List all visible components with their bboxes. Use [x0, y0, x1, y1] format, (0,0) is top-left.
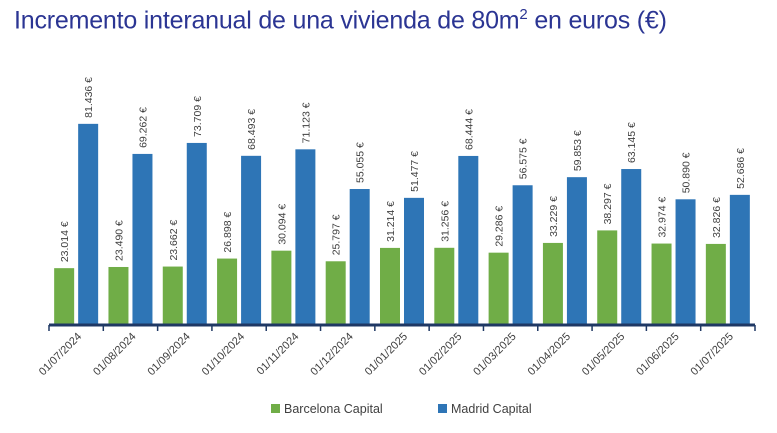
bar-madrid — [512, 185, 533, 325]
bar-madrid — [295, 149, 316, 325]
x-tick-label: 01/11/2024 — [255, 331, 302, 378]
bar-barcelona — [217, 258, 238, 325]
bar-barcelona — [542, 242, 563, 325]
bar-barcelona — [271, 250, 292, 325]
data-label: 30.094 € — [276, 204, 288, 245]
bar-barcelona — [434, 247, 455, 325]
x-tick-label: 01/10/2024 — [200, 331, 247, 378]
bar-madrid — [241, 155, 262, 325]
legend-swatch-madrid — [438, 404, 447, 413]
legend-swatch-barcelona — [271, 404, 280, 413]
bar-madrid — [458, 155, 479, 325]
legend-label-barcelona: Barcelona Capital — [284, 402, 383, 416]
data-label: 71.123 € — [300, 102, 312, 143]
data-label: 81.436 € — [83, 77, 95, 118]
bar-barcelona — [162, 266, 183, 325]
x-tick-label: 01/08/2024 — [91, 331, 138, 378]
bar-madrid — [566, 177, 587, 325]
x-tick-label: 01/07/2024 — [37, 331, 84, 378]
x-tick-label: 01/03/2025 — [471, 331, 518, 378]
data-label: 56.575 € — [518, 138, 530, 179]
data-label: 52.686 € — [735, 148, 747, 189]
data-label: 69.262 € — [137, 107, 149, 148]
data-label: 38.297 € — [602, 183, 614, 224]
data-label: 32.974 € — [657, 197, 669, 238]
bar-barcelona — [488, 252, 509, 325]
bar-madrid — [132, 153, 153, 325]
x-tick-label: 01/09/2024 — [145, 331, 192, 378]
legend-label-madrid: Madrid Capital — [451, 402, 532, 416]
data-label: 59.853 € — [572, 130, 584, 171]
bar-barcelona — [705, 243, 726, 325]
data-label: 23.014 € — [59, 221, 71, 262]
data-label: 23.490 € — [113, 220, 125, 261]
bar-madrid — [675, 199, 696, 325]
bar-barcelona — [380, 247, 400, 325]
x-tick-label: 01/07/2025 — [689, 331, 736, 378]
bar-barcelona — [597, 230, 618, 325]
bar-barcelona — [54, 268, 75, 325]
x-tick-label: 01/01/2025 — [363, 331, 410, 378]
data-label: 23.662 € — [168, 220, 180, 261]
x-tick-label: 01/06/2025 — [634, 331, 681, 378]
data-label: 68.493 € — [246, 109, 258, 150]
data-label: 55.055 € — [355, 142, 367, 183]
data-label: 51.477 € — [409, 151, 421, 192]
data-label: 50.890 € — [681, 152, 693, 193]
bar-madrid — [78, 123, 99, 325]
data-label: 25.797 € — [331, 214, 343, 255]
data-label: 29.286 € — [494, 206, 506, 247]
chart-title: Incremento interanual de una vivienda de… — [14, 6, 667, 35]
x-tick-label: 01/05/2025 — [580, 331, 627, 378]
data-label: 68.444 € — [463, 109, 475, 150]
data-label: 63.145 € — [626, 122, 638, 163]
chart-title-superscript: 2 — [519, 6, 528, 23]
chart-title-text: Incremento interanual de una vivienda de… — [14, 6, 520, 35]
data-label: 26.898 € — [222, 212, 234, 253]
x-tick-label: 01/12/2024 — [308, 331, 355, 378]
bar-madrid — [404, 197, 424, 325]
bar-barcelona — [651, 243, 672, 325]
bar-madrid — [349, 189, 370, 325]
chart-title-tail: en euros (€) — [527, 6, 667, 35]
x-tick-label: 01/04/2025 — [526, 331, 573, 378]
bar-madrid — [621, 169, 642, 325]
bar-madrid — [186, 142, 207, 325]
data-label: 31.256 € — [439, 201, 451, 242]
data-label: 73.709 € — [192, 96, 204, 137]
data-label: 31.214 € — [385, 201, 397, 242]
data-label: 33.229 € — [548, 196, 560, 237]
data-label: 32.826 € — [711, 197, 723, 238]
x-tick-label: 01/02/2025 — [417, 331, 464, 378]
bar-barcelona — [108, 266, 129, 325]
bar-madrid — [729, 194, 750, 325]
bar-barcelona — [325, 261, 346, 325]
